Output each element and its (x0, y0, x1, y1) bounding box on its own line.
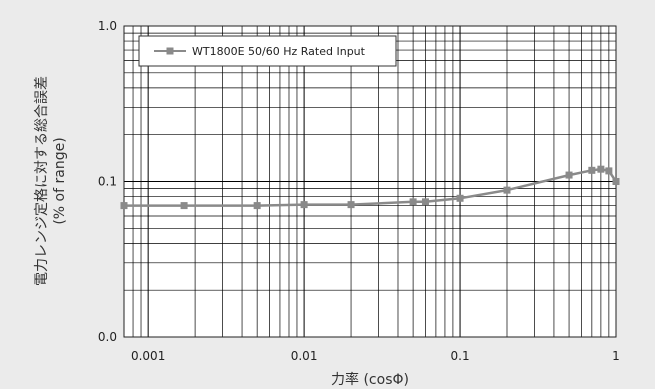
y-axis-title-line1: 電力レンジ定格に対する総合誤差 (34, 76, 50, 286)
data-point-marker (456, 194, 464, 202)
x-tick-label: 0.1 (451, 349, 470, 363)
data-point-marker (180, 202, 188, 210)
data-point-marker (120, 202, 128, 210)
data-point-marker (503, 186, 511, 194)
legend-marker-swatch (166, 47, 174, 55)
grid-lines (123, 26, 616, 338)
data-point-marker (347, 201, 355, 209)
x-axis-title: 力率 (cosΦ) (331, 371, 409, 388)
x-tick-label: 0.001 (131, 349, 165, 363)
y-tick-label: 0.0 (98, 330, 117, 344)
data-point-marker (605, 167, 613, 175)
series-group (120, 165, 620, 210)
tick-labels: 0.001 0.01 0.1 1 1.0 0.1 0.0 (98, 19, 620, 363)
y-axis-title-line2: (% of range) (52, 137, 68, 224)
data-point-marker (409, 198, 417, 206)
data-point-marker (588, 166, 596, 174)
x-tick-label: 1 (612, 349, 620, 363)
y-tick-label: 1.0 (98, 19, 117, 33)
data-point-marker (612, 178, 620, 185)
data-point-marker (565, 171, 573, 179)
data-point-marker (597, 165, 605, 173)
data-point-marker (421, 198, 429, 206)
data-point-marker (253, 202, 261, 210)
y-tick-label: 0.1 (98, 175, 117, 189)
data-point-marker (300, 201, 308, 209)
legend-series-name: WT1800E 50/60 Hz Rated Input (192, 45, 366, 58)
legend: WT1800E 50/60 Hz Rated Input (138, 35, 397, 67)
x-tick-label: 0.01 (291, 349, 318, 363)
